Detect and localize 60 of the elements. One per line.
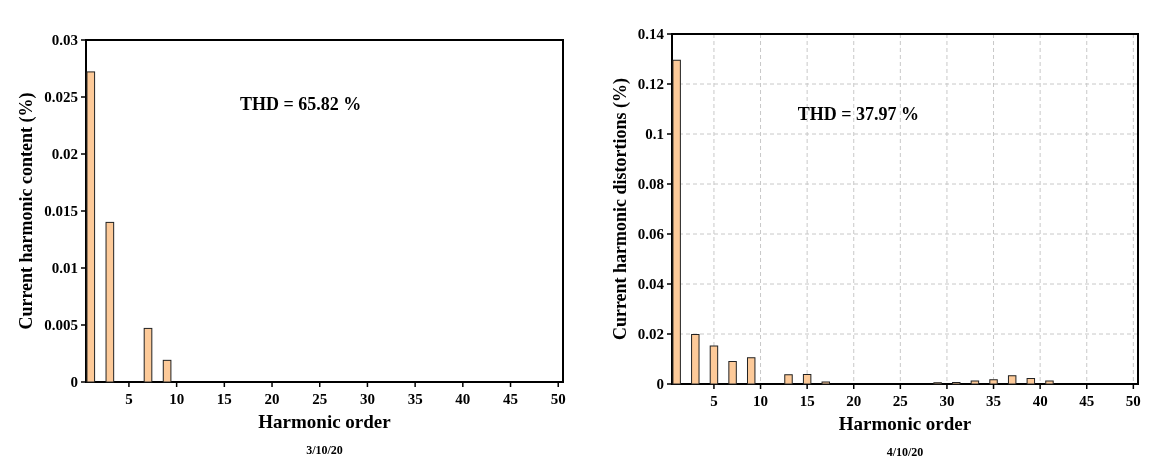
x-tick-label: 40	[455, 391, 471, 407]
y-tick-label: 0.04	[637, 276, 665, 293]
y-tick-label: 0.03	[51, 32, 78, 49]
bar	[989, 379, 998, 385]
y-tick-label: 0.025	[44, 89, 78, 106]
bar	[143, 327, 153, 383]
x-tick-label: 20	[846, 393, 862, 409]
text: 3/10/20	[306, 443, 343, 457]
bar	[691, 334, 700, 385]
x-tick-label: 10	[169, 391, 185, 407]
x-tick-label: 25	[312, 391, 328, 407]
x-tick-label: 25	[892, 393, 908, 409]
x-tick-label: 20	[264, 391, 280, 407]
x-tick-label: 35	[986, 393, 1002, 409]
y-tick-label: 0.015	[44, 203, 78, 220]
x-tick-label: 35	[407, 391, 423, 407]
bar	[802, 374, 812, 385]
x-tick-label: 50	[1125, 393, 1141, 409]
y-tick-label: 0.1	[645, 126, 664, 143]
annotation: THD = 65.82 %	[240, 94, 362, 114]
text: 4/10/20	[886, 445, 924, 459]
x-tick-label: 5	[125, 391, 133, 407]
y-tick-label: 0.12	[637, 76, 664, 93]
bar	[1007, 375, 1017, 385]
annotation: THD = 37.97 %	[797, 104, 920, 124]
y-tick-label: 0.005	[44, 317, 78, 334]
bar	[162, 359, 172, 383]
bar	[86, 71, 96, 383]
y-tick-label: 0	[656, 376, 664, 393]
bar	[746, 357, 756, 385]
y-axis-title: Current harmonic distortions (%)	[610, 77, 631, 341]
bar	[821, 381, 831, 385]
y-tick-label: 0.14	[637, 26, 665, 43]
bar	[728, 361, 737, 385]
x-tick-label: 15	[799, 393, 815, 409]
bar	[1045, 380, 1054, 385]
bar	[784, 374, 793, 385]
y-tick-label: 0.08	[637, 176, 664, 193]
x-tick-label: 40	[1032, 393, 1048, 409]
bar	[1026, 378, 1036, 385]
x-tick-label: 30	[359, 391, 375, 407]
x-tick-label: 10	[753, 393, 769, 409]
y-axis-title: Current harmonic content (%)	[16, 92, 37, 330]
y-tick-label: 0	[70, 374, 78, 391]
y-tick-label: 0.02	[637, 326, 664, 343]
x-tick-label: 50	[550, 391, 566, 407]
y-tick-label: 0.02	[51, 146, 78, 163]
y-tick-label: 0.01	[51, 260, 78, 277]
x-tick-label: 5	[710, 393, 718, 409]
x-tick-label: 15	[216, 391, 232, 407]
x-tick-label: 45	[503, 391, 519, 407]
bar	[105, 221, 115, 383]
x-axis-title: Harmonic order	[258, 411, 392, 432]
bar	[709, 345, 719, 385]
bar	[970, 380, 980, 385]
x-axis-title: Harmonic order	[838, 413, 972, 434]
x-tick-label: 45	[1079, 393, 1095, 409]
bar	[672, 59, 681, 385]
x-tick-label: 30	[939, 393, 955, 409]
y-tick-label: 0.06	[637, 226, 665, 243]
